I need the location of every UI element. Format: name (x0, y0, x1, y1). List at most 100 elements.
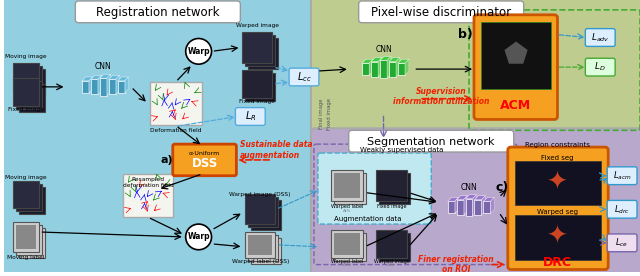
FancyBboxPatch shape (245, 34, 275, 66)
Text: DRC: DRC (543, 256, 572, 269)
FancyBboxPatch shape (109, 79, 116, 94)
FancyBboxPatch shape (76, 1, 241, 23)
Polygon shape (89, 77, 93, 93)
FancyBboxPatch shape (337, 176, 363, 201)
FancyBboxPatch shape (16, 184, 42, 211)
FancyBboxPatch shape (245, 232, 275, 258)
FancyBboxPatch shape (82, 81, 89, 93)
FancyBboxPatch shape (607, 167, 637, 185)
FancyBboxPatch shape (515, 161, 601, 205)
Text: ✦: ✦ (547, 225, 568, 249)
Text: Warped image: Warped image (374, 259, 410, 264)
FancyBboxPatch shape (252, 238, 275, 258)
FancyBboxPatch shape (252, 238, 281, 264)
Text: $L_{ce}$: $L_{ce}$ (616, 237, 628, 249)
Polygon shape (398, 59, 409, 63)
Text: Warped seg: Warped seg (537, 209, 578, 215)
Text: Δt%: Δt% (387, 262, 396, 267)
FancyBboxPatch shape (19, 69, 45, 97)
Polygon shape (465, 195, 476, 199)
FancyBboxPatch shape (245, 195, 275, 224)
Text: Warped image: Warped image (236, 23, 279, 28)
FancyBboxPatch shape (376, 230, 408, 258)
FancyBboxPatch shape (380, 60, 387, 78)
Text: $L_{cc}$: $L_{cc}$ (296, 70, 312, 84)
FancyBboxPatch shape (248, 235, 278, 261)
FancyBboxPatch shape (389, 62, 396, 77)
Polygon shape (405, 59, 409, 75)
FancyBboxPatch shape (334, 233, 365, 261)
Text: Supervision
information utilization: Supervision information utilization (393, 87, 490, 107)
Text: c): c) (495, 181, 509, 194)
FancyBboxPatch shape (16, 81, 42, 108)
FancyBboxPatch shape (465, 199, 472, 216)
FancyBboxPatch shape (173, 144, 236, 176)
FancyBboxPatch shape (19, 228, 45, 258)
Polygon shape (490, 197, 494, 213)
FancyBboxPatch shape (243, 70, 272, 98)
Text: Segmentation network: Segmentation network (367, 137, 495, 147)
Polygon shape (109, 75, 120, 79)
FancyBboxPatch shape (13, 222, 38, 252)
FancyBboxPatch shape (398, 63, 405, 75)
FancyBboxPatch shape (236, 108, 265, 125)
Polygon shape (362, 59, 373, 63)
Text: Deformation field: Deformation field (150, 128, 202, 133)
Text: Moving image: Moving image (5, 54, 47, 59)
FancyBboxPatch shape (349, 130, 514, 152)
Text: Fixed seg: Fixed seg (541, 155, 573, 161)
FancyBboxPatch shape (483, 201, 490, 213)
Polygon shape (387, 57, 391, 78)
Circle shape (186, 38, 212, 64)
Polygon shape (107, 74, 111, 95)
Polygon shape (472, 195, 476, 216)
Text: Fixed image: Fixed image (377, 204, 406, 209)
FancyBboxPatch shape (123, 174, 173, 217)
Text: $L_{acm}$: $L_{acm}$ (612, 169, 632, 182)
Text: Moving label: Moving label (7, 255, 44, 260)
Text: ✦: ✦ (547, 171, 568, 195)
Text: Final image: Final image (319, 98, 324, 129)
FancyBboxPatch shape (378, 173, 410, 204)
Text: Finer registration
on ROI: Finer registration on ROI (419, 255, 494, 274)
Text: DSS: DSS (191, 157, 218, 170)
Text: $L_{adv}$: $L_{adv}$ (591, 31, 609, 44)
FancyBboxPatch shape (2, 0, 316, 274)
Polygon shape (369, 59, 373, 75)
Text: Warped label: Warped label (330, 259, 363, 264)
Text: b): b) (458, 28, 473, 41)
Text: Weakly supervised data: Weakly supervised data (360, 147, 443, 153)
Polygon shape (116, 75, 120, 94)
FancyBboxPatch shape (607, 200, 637, 218)
Polygon shape (380, 57, 391, 60)
FancyBboxPatch shape (515, 215, 601, 260)
FancyBboxPatch shape (248, 197, 278, 227)
Text: Resampled
deformation field: Resampled deformation field (122, 177, 173, 188)
FancyBboxPatch shape (91, 79, 98, 94)
Polygon shape (474, 196, 485, 200)
Text: Region constraints: Region constraints (525, 142, 590, 148)
FancyBboxPatch shape (22, 231, 42, 255)
Text: Δt%: Δt% (342, 262, 351, 267)
FancyBboxPatch shape (378, 233, 410, 261)
FancyBboxPatch shape (376, 170, 408, 201)
FancyBboxPatch shape (311, 0, 640, 134)
Polygon shape (91, 75, 102, 79)
Polygon shape (100, 74, 111, 78)
Polygon shape (371, 58, 382, 62)
FancyBboxPatch shape (248, 38, 278, 69)
Text: ACM: ACM (500, 99, 531, 112)
Text: CNN: CNN (461, 183, 477, 192)
FancyBboxPatch shape (254, 241, 278, 261)
FancyBboxPatch shape (19, 187, 45, 214)
Text: a): a) (160, 155, 173, 165)
FancyBboxPatch shape (252, 200, 281, 230)
FancyBboxPatch shape (474, 200, 481, 215)
Text: Warped image (DSS): Warped image (DSS) (230, 192, 291, 197)
FancyBboxPatch shape (13, 181, 38, 208)
Text: Δt%: Δt% (342, 209, 351, 213)
Polygon shape (82, 77, 93, 81)
FancyBboxPatch shape (19, 84, 45, 112)
Text: Augmentation data: Augmentation data (334, 216, 401, 222)
Text: CNN: CNN (95, 62, 111, 71)
